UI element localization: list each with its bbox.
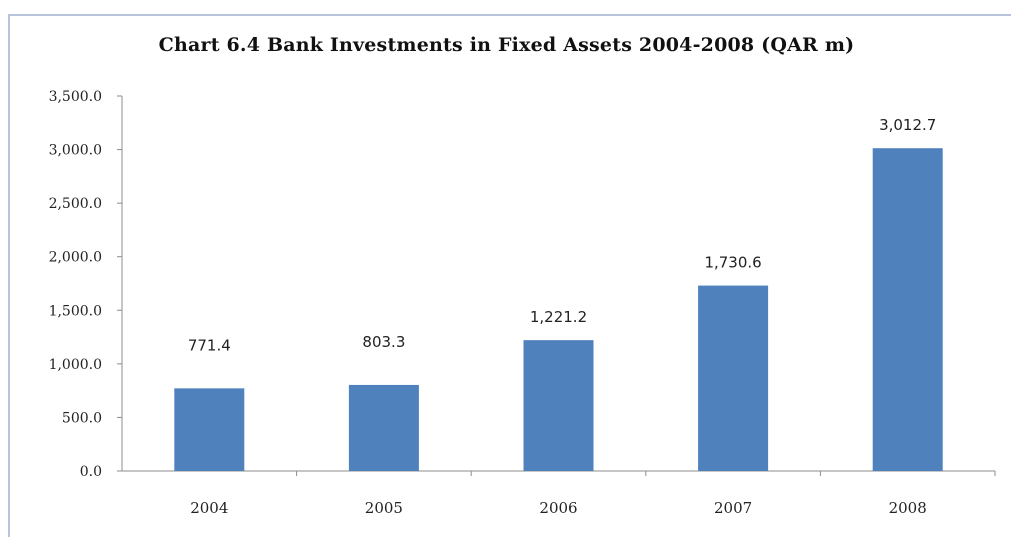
chart-frame bbox=[8, 14, 1011, 537]
y-tick-label: 500.0 bbox=[62, 410, 102, 426]
chart-title: Chart 6.4 Bank Investments in Fixed Asse… bbox=[158, 34, 855, 56]
x-tick-label: 2008 bbox=[889, 499, 927, 517]
y-tick-label: 0.0 bbox=[80, 464, 102, 480]
data-label: 3,012.7 bbox=[879, 116, 936, 134]
bar bbox=[523, 340, 594, 471]
data-label: 1,221.2 bbox=[530, 308, 587, 326]
y-tick-label: 2,000.0 bbox=[49, 250, 102, 266]
bar bbox=[872, 148, 943, 472]
x-tick-label: 2006 bbox=[539, 499, 577, 517]
data-label: 771.4 bbox=[188, 336, 231, 354]
x-tick-label: 2004 bbox=[190, 499, 228, 517]
data-label: 803.3 bbox=[362, 333, 405, 351]
chart-bars bbox=[174, 148, 943, 472]
x-tick-label: 2007 bbox=[714, 499, 752, 517]
y-tick-label: 2,500.0 bbox=[49, 196, 102, 212]
bar bbox=[348, 384, 419, 471]
chart-labels: 0.0 500.0 1,000.0 1,500.0 2,000.0 2,500.0 3,00… bbox=[49, 89, 937, 517]
bar bbox=[174, 388, 245, 471]
y-tick-label: 3,000.0 bbox=[49, 143, 102, 159]
data-label: 1,730.6 bbox=[704, 254, 761, 272]
y-tick-label: 1,000.0 bbox=[49, 357, 102, 373]
y-tick-label: 1,500.0 bbox=[49, 303, 102, 319]
y-tick-label: 3,500.0 bbox=[49, 89, 102, 105]
x-tick-label: 2005 bbox=[365, 499, 403, 517]
bar bbox=[698, 285, 769, 471]
